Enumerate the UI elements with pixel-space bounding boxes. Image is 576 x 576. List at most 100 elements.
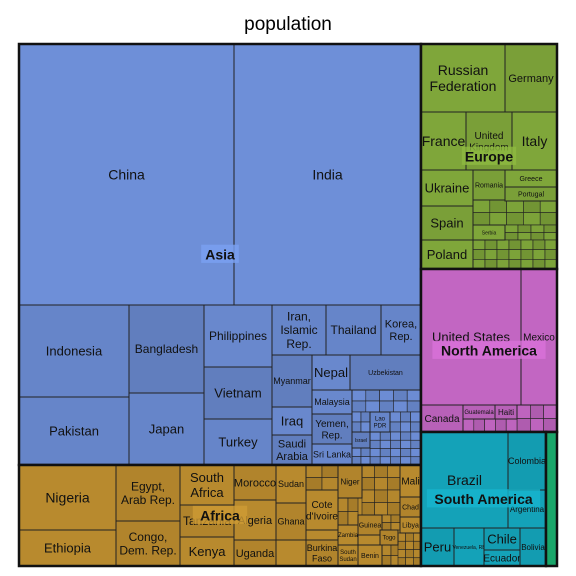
asia-small-tile — [390, 432, 400, 440]
europe-small-tile — [485, 250, 497, 260]
tile-label-poland: Poland — [427, 247, 467, 262]
asia-small-tile — [361, 412, 370, 422]
europe-small-tile — [533, 259, 545, 269]
europe-small-tile — [505, 225, 518, 233]
asia-small-tile — [401, 440, 411, 448]
tile-label-greece: Greece — [520, 176, 543, 183]
north-america-small-tile — [517, 405, 530, 419]
europe-small-tile — [545, 259, 557, 269]
tile-label-ethiopia: Ethiopia — [44, 541, 92, 556]
tile-label-myanmar: Myanmar — [273, 376, 311, 386]
group-label-africa: Africa — [200, 507, 240, 523]
asia-small-tile — [401, 449, 411, 457]
europe-small-tile — [533, 250, 545, 260]
africa-small-tile — [306, 465, 322, 478]
asia-small-tile — [352, 457, 361, 466]
africa-small-tile — [382, 515, 391, 523]
north-america-small-tile — [544, 419, 557, 433]
asia-small-tile — [352, 401, 366, 412]
asia-small-tile — [400, 422, 410, 432]
tile-label-south-africa: South Africa — [190, 470, 224, 500]
north-america-small-tile — [474, 419, 485, 432]
africa-small-tile — [398, 550, 406, 558]
tile-label-philippines: Philippines — [209, 329, 267, 343]
asia-small-tile — [390, 422, 400, 432]
europe-small-tile — [473, 240, 485, 250]
tile-label-india: India — [312, 166, 343, 182]
asia-small-tile — [361, 422, 370, 432]
africa-small-tile — [375, 503, 388, 516]
north-america-small-tile — [544, 405, 557, 419]
africa-small-tile — [338, 498, 348, 512]
asia-small-tile — [352, 412, 361, 422]
asia-small-tile — [390, 440, 400, 448]
group-label-north-america: North America — [441, 342, 537, 358]
africa-small-tile — [387, 478, 400, 491]
africa-small-tile — [406, 550, 414, 558]
tile-label-chad: Chad — [402, 504, 419, 511]
tile-label-russian-federation: Russian Federation — [430, 62, 497, 94]
asia-small-tile — [411, 440, 421, 448]
tile-label-ghana: Ghana — [277, 517, 304, 527]
asia-small-tile — [361, 457, 370, 466]
asia-small-tile — [366, 390, 380, 401]
tile-label-spain: Spain — [430, 216, 463, 231]
europe-small-tile — [521, 259, 533, 269]
africa-small-tile — [338, 512, 348, 526]
tile-label-kenya: Kenya — [189, 544, 227, 559]
europe-small-tile — [509, 250, 521, 260]
tile-label-colombia: Colombia — [508, 456, 546, 466]
asia-small-tile — [370, 449, 380, 457]
asia-small-tile — [393, 390, 407, 401]
tile-label-uganda: Uganda — [236, 548, 275, 560]
asia-small-tile — [401, 432, 411, 440]
tile-label-italy: Italy — [522, 133, 548, 149]
africa-small-tile — [362, 465, 375, 478]
africa-small-tile — [387, 503, 400, 516]
europe-small-tile — [497, 240, 509, 250]
tile-label-korea-rep: Korea, Rep. — [385, 319, 417, 344]
europe-small-tile — [518, 225, 531, 233]
tile-label-iraq: Iraq — [281, 414, 303, 429]
tile-label-ecuador: Ecuador — [483, 554, 521, 565]
asia-small-tile — [411, 412, 421, 422]
asia-small-tile — [352, 390, 366, 401]
asia-small-tile — [352, 448, 361, 457]
africa-small-tile — [387, 465, 400, 478]
europe-small-tile — [509, 259, 521, 269]
asia-small-tile — [411, 449, 421, 457]
africa-small-tile — [375, 465, 388, 478]
tile-label-portugal: Portugal — [518, 191, 545, 198]
north-america-small-tile — [517, 419, 530, 433]
tile-label-bolivia: Bolivia — [521, 543, 545, 552]
europe-small-tile — [544, 233, 557, 241]
group-label-asia: Asia — [205, 246, 235, 262]
africa-small-tile — [362, 478, 375, 491]
group-label-south-america: South America — [434, 491, 532, 507]
europe-small-tile — [473, 250, 485, 260]
tile-label-uzbekistan: Uzbekistan — [368, 370, 403, 377]
tile-label-chile: Chile — [487, 532, 517, 547]
tile-label-libya: Libya — [402, 522, 419, 529]
europe-small-tile — [531, 233, 544, 241]
europe-small-tile — [531, 225, 544, 233]
tile-label-togo: Togo — [382, 536, 396, 542]
tile-label-brazil: Brazil — [447, 472, 482, 488]
asia-small-tile — [393, 401, 407, 412]
tile-label-benin: Benin — [361, 553, 379, 560]
north-america-small-tile — [530, 419, 543, 433]
tile-label-thailand: Thailand — [330, 323, 376, 337]
tile-label-serbia: Serbia — [482, 230, 497, 236]
tile-label-israel: Israel — [355, 438, 367, 444]
europe-small-tile — [509, 240, 521, 250]
africa-small-tile — [362, 490, 375, 503]
europe-small-tile — [521, 240, 533, 250]
europe-small-tile — [473, 200, 490, 213]
tile-label-morocco: Morocco — [234, 477, 276, 489]
tile-label-saudi-arabia: Saudi Arabia — [276, 439, 309, 464]
asia-small-tile — [370, 440, 380, 448]
africa-small-tile — [348, 498, 358, 512]
tile-label-peru: Peru — [424, 540, 451, 555]
europe-small-tile — [497, 250, 509, 260]
north-america-small-tile — [495, 419, 506, 432]
